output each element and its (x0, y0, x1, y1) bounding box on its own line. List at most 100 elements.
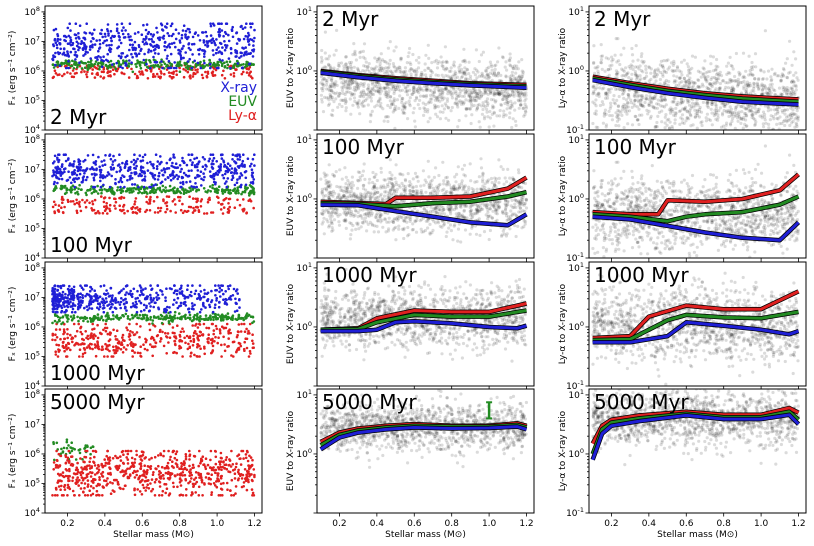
ratio-point (353, 53, 357, 57)
ratio-point (647, 65, 651, 69)
lya-point (179, 195, 182, 199)
ratio-point (503, 93, 507, 97)
ratio-point (485, 107, 489, 111)
ratio-point (629, 63, 633, 67)
ratio-point (460, 67, 464, 71)
ratio-point (768, 88, 772, 93)
xray-point (235, 172, 239, 175)
xray-point (128, 178, 132, 181)
ratio-point (378, 87, 382, 91)
lya-point (217, 201, 220, 204)
ratio-point (342, 211, 346, 215)
ratio-point (501, 115, 506, 119)
ratio-point (369, 90, 373, 94)
ratio-point (637, 122, 641, 127)
ratio-point (663, 80, 667, 84)
ratio-point (642, 76, 646, 81)
ratio-point (739, 91, 744, 95)
ratio-point (386, 46, 390, 50)
ratio-point (345, 86, 350, 90)
ratio-point (693, 81, 697, 85)
ratio-point (786, 92, 790, 96)
ratio-point (466, 91, 470, 95)
ratio-point (489, 90, 493, 94)
ratio-point (483, 91, 487, 95)
ratio-point (708, 118, 713, 122)
ratio-point (499, 103, 503, 107)
ratio-point (484, 69, 488, 73)
ratio-point (332, 82, 336, 86)
ratio-point (504, 75, 508, 79)
ratio-point (664, 70, 669, 75)
xray-point (240, 183, 243, 187)
ratio-point (474, 94, 478, 98)
ratio-point (360, 193, 364, 197)
ratio-point (709, 62, 713, 66)
ratio-point (779, 78, 783, 82)
ratio-point (638, 102, 643, 106)
ratio-point (359, 102, 363, 106)
xray-point (153, 44, 157, 48)
xray-point (94, 56, 97, 59)
lya-point (71, 200, 75, 203)
ratio-point (638, 98, 643, 102)
ratio-point (592, 91, 596, 95)
ratio-point (666, 58, 670, 62)
ratio-point (728, 80, 732, 84)
lya-point (206, 70, 210, 74)
lya-point (108, 207, 111, 211)
xray-point (99, 179, 102, 183)
xray-point (67, 170, 70, 173)
ratio-point (416, 86, 420, 90)
xray-point (130, 177, 134, 180)
ratio-point (621, 68, 625, 72)
lya-point (157, 206, 160, 210)
ratio-point (348, 79, 352, 83)
xray-point (80, 40, 83, 43)
ratio-point (793, 91, 797, 95)
ratio-point (769, 108, 773, 112)
ratio-point (360, 93, 364, 97)
ratio-point (750, 113, 755, 117)
ratio-point (634, 91, 638, 95)
xray-point (167, 59, 171, 63)
ratio-point (456, 105, 460, 109)
ratio-point (468, 77, 473, 81)
ratio-point (427, 186, 432, 190)
xray-point (149, 32, 153, 36)
ratio-point (701, 84, 705, 88)
ratio-point (470, 203, 474, 207)
ratio-point (323, 95, 327, 99)
lya-point (93, 198, 97, 202)
ratio-point (774, 107, 778, 111)
ratio-point (768, 83, 772, 87)
ratio-point (759, 69, 763, 73)
ratio-point (346, 84, 350, 88)
ratio-point (602, 86, 606, 90)
euv-point (158, 188, 162, 192)
xray-point (139, 174, 143, 178)
ratio-point (504, 113, 508, 117)
ratio-point (608, 67, 613, 71)
ratio-point (512, 89, 516, 93)
lya-point (165, 204, 169, 208)
ratio-point (392, 64, 396, 68)
ratio-point (326, 103, 331, 107)
xray-point (144, 35, 148, 38)
ratio-point (457, 118, 461, 123)
lya-point (226, 207, 230, 211)
xray-point (109, 157, 113, 161)
ratio-point (608, 106, 612, 110)
ratio-point (436, 99, 440, 103)
euv-point (178, 63, 182, 66)
ratio-point (671, 63, 675, 67)
ratio-point (794, 71, 798, 75)
ratio-point (788, 70, 792, 74)
lya-point (191, 211, 195, 214)
ratio-point (403, 107, 407, 111)
euv-point (185, 191, 188, 194)
ratio-point (618, 87, 623, 92)
ratio-point (693, 115, 697, 119)
ratio-point (366, 103, 370, 107)
xray-point (231, 174, 234, 178)
